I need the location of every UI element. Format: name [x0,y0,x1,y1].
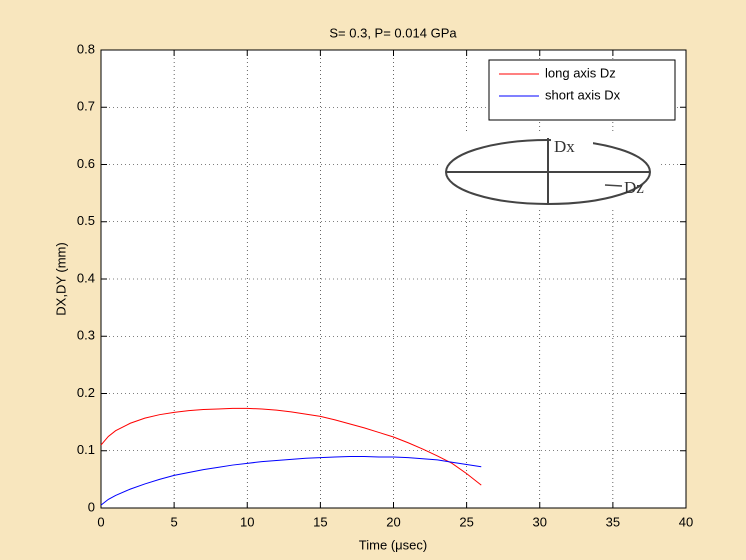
y-tick-label: 0 [88,499,95,514]
y-axis-label: DX,DY (mm) [53,242,68,315]
axes-box [100,49,687,509]
y-tick-label: 0.5 [77,213,95,228]
legend-label: short axis Dx [545,87,621,102]
y-tick-label: 0.8 [77,41,95,56]
x-tick-label: 30 [533,514,547,529]
series-line [100,455,482,506]
y-tick-label: 0.1 [77,442,95,457]
chart-title: S= 0.3, P= 0.014 GPa [329,25,457,40]
annotation: Dx [554,137,575,156]
label-bg [551,138,593,156]
legend-box [488,59,676,121]
y-tick-label: 0.6 [77,156,95,171]
x-tick-label: 25 [459,514,473,529]
y-tick-label: 0.4 [77,270,95,285]
x-tick-label: 5 [171,514,178,529]
x-tick-label: 20 [386,514,400,529]
x-axis-label: Time (μsec) [359,537,427,552]
legend-label: long axis Dz [545,65,616,80]
x-tick-label: 10 [240,514,254,529]
x-tick-label: 40 [679,514,693,529]
y-tick-label: 0.7 [77,99,95,114]
x-tick-label: 35 [606,514,620,529]
inset-diagram: Dx Dz [440,132,660,208]
series-line [100,407,482,486]
annotation: Dz [624,178,644,197]
x-tick-label: 15 [313,514,327,529]
x-tick-label: 0 [97,514,104,529]
pointer [604,184,623,187]
y-tick-label: 0.2 [77,385,95,400]
y-tick-label: 0.3 [77,328,95,343]
